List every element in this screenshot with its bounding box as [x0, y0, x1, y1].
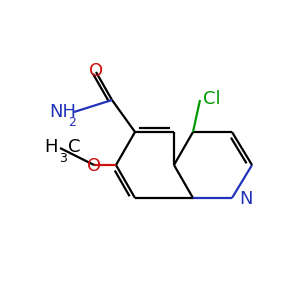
Text: Cl: Cl: [203, 90, 220, 108]
Text: N: N: [239, 190, 253, 208]
Text: C: C: [68, 138, 80, 156]
Text: 2: 2: [68, 116, 76, 129]
Text: O: O: [87, 157, 101, 175]
Text: NH: NH: [49, 103, 76, 121]
Text: 3: 3: [59, 152, 67, 165]
Text: O: O: [89, 62, 103, 80]
Text: H: H: [44, 138, 58, 156]
